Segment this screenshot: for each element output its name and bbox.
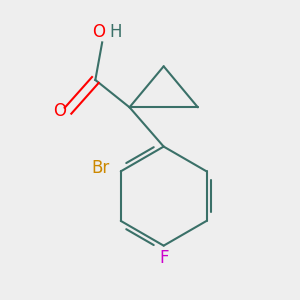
Text: O: O	[53, 102, 66, 120]
Text: H: H	[110, 23, 122, 41]
Text: F: F	[159, 249, 168, 267]
Text: O: O	[92, 23, 105, 41]
Text: Br: Br	[91, 159, 110, 177]
